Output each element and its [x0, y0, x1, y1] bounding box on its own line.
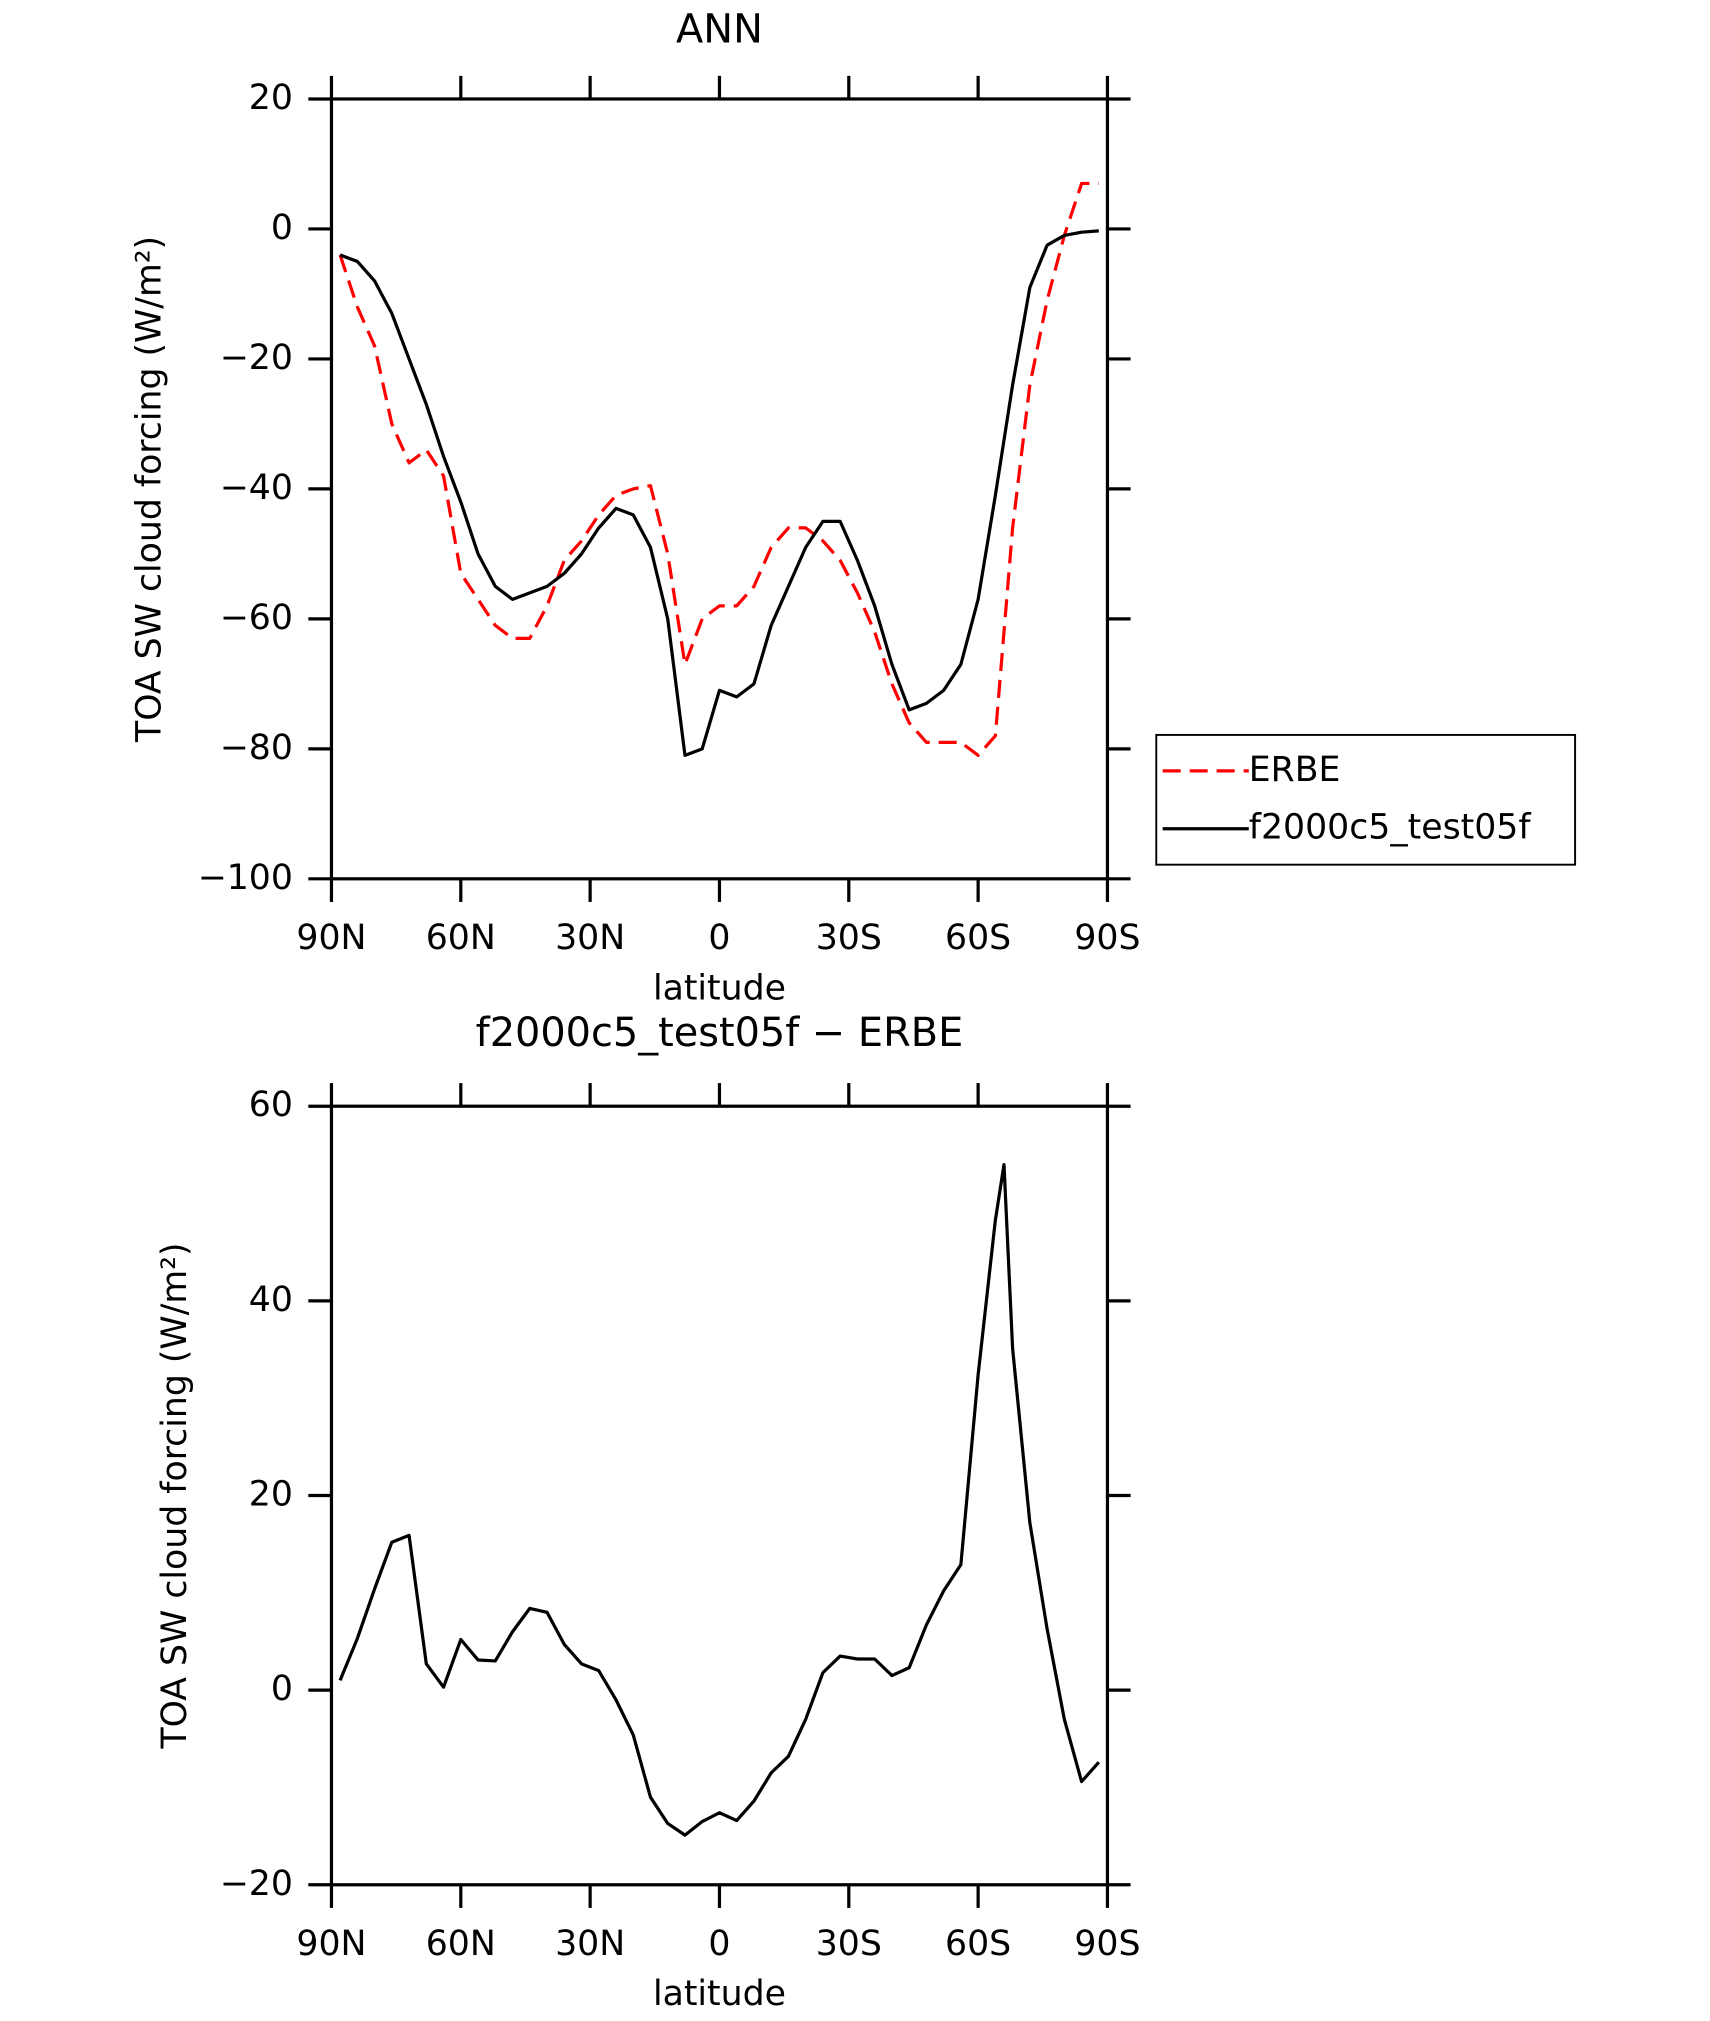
x-tick-label: 60S [945, 918, 1011, 958]
y-tick-label: 60 [249, 1085, 293, 1125]
x-tick-label: 30S [816, 1924, 882, 1964]
x-tick-label: 60N [426, 918, 496, 958]
x-tick-label: 90N [296, 918, 366, 958]
data-line [339, 229, 1099, 757]
x-tick-label: 0 [708, 1924, 730, 1964]
x-tick-label: 30N [555, 1924, 625, 1964]
y-axis-label: TOA SW cloud forcing (W/m²) [155, 1242, 195, 1749]
x-axis-label: latitude [653, 968, 786, 1008]
x-tick-label: 60N [426, 1924, 496, 1964]
y-axis-label: TOA SW cloud forcing (W/m²) [129, 236, 169, 743]
legend-label: f2000c5_test05f [1249, 808, 1532, 848]
y-tick-label: 40 [249, 1280, 293, 1320]
legend-box [1155, 733, 1577, 866]
x-tick-label: 90S [1074, 918, 1140, 958]
y-tick-label: 0 [271, 208, 293, 248]
y-tick-label: 0 [271, 1669, 293, 1709]
plot-frame [329, 1104, 1110, 1887]
data-line [338, 181, 1099, 757]
x-tick-label: 0 [708, 918, 730, 958]
x-tick-label: 30N [555, 918, 625, 958]
x-tick-label: 30S [816, 918, 882, 958]
y-tick-label: −40 [220, 468, 293, 508]
chart-title: ANN [676, 7, 763, 53]
chart-title: f2000c5_test05f − ERBE [476, 1010, 964, 1056]
y-tick-label: −60 [220, 598, 293, 638]
y-tick-label: −100 [198, 858, 293, 898]
x-tick-label: 90N [296, 1924, 366, 1964]
x-tick-label: 90S [1074, 1924, 1140, 1964]
y-tick-label: 20 [249, 78, 293, 118]
plot-frame [329, 97, 1110, 881]
x-tick-label: 60S [945, 1924, 1011, 1964]
x-axis-label: latitude [653, 1974, 786, 2014]
y-tick-label: −80 [220, 728, 293, 768]
y-tick-label: −20 [220, 1864, 293, 1904]
y-tick-label: 20 [249, 1474, 293, 1514]
data-line [338, 1162, 1101, 1837]
legend-label: ERBE [1249, 750, 1341, 790]
y-tick-label: −20 [220, 338, 293, 378]
